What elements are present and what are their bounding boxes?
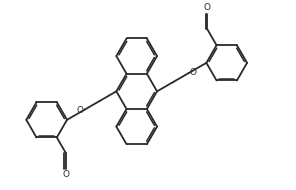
Text: O: O [62,170,70,179]
Text: O: O [76,106,83,115]
Text: O: O [204,3,211,12]
Text: O: O [190,68,197,77]
